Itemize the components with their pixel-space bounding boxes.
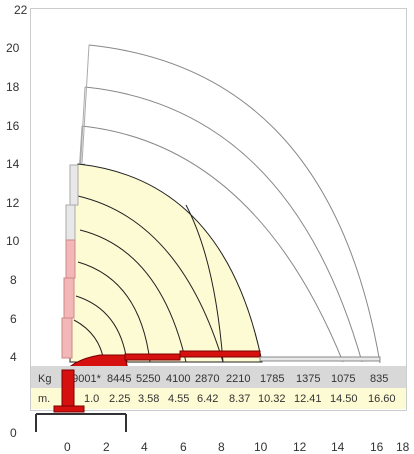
y-tick-label: 12 [6,196,20,210]
x-tick-label: 10 [254,440,268,454]
x-axis: 0 2 4 6 8 10 12 14 16 18 [64,440,410,454]
y-axis: 22 20 18 16 14 12 10 8 6 4 0 [6,3,28,440]
load-curve-vertical [185,204,224,363]
load-curve [77,261,151,363]
kg-value: 8445 [107,373,131,385]
m-row-background [31,388,406,409]
boom-extension-grey [259,356,381,362]
y-tick-label: 18 [6,80,20,94]
outer-arc-18m [84,86,363,363]
crane-base-plate [53,405,85,413]
outer-arc-20m [88,44,381,364]
m-value: 14.50 [330,393,358,405]
x-tick-label: 4 [141,440,148,454]
y-tick-label: 22 [14,3,28,17]
crane-base [35,369,127,432]
x-tick-label: 18 [396,440,410,454]
m-value: 1.0 [84,393,99,405]
kg-value: 2870 [195,373,219,385]
load-curves [73,195,224,363]
outer-arc-16m [81,125,344,363]
kg-value: 4100 [166,373,190,385]
load-curve [75,295,128,363]
kg-value: 19001* [66,373,102,385]
m-value: 4.55 [168,393,189,405]
x-tick-label: 8 [218,440,225,454]
kg-row-label: Kg [38,373,51,385]
x-tick-label: 6 [180,440,187,454]
kg-value: 2210 [226,373,250,385]
kg-value: 835 [370,373,388,385]
m-value: 12.41 [294,393,322,405]
y-tick-label: 16 [6,119,20,133]
boom-section-grey [65,204,76,241]
kg-row-background [31,366,406,388]
y-tick-label: 8 [10,273,17,287]
kg-value: 1075 [331,373,355,385]
crane-column [61,369,75,409]
x-tick-label: 16 [370,440,384,454]
load-curve [77,195,224,363]
kg-row: Kg 19001* 8445 5250 4100 2870 2210 1785 … [38,373,388,385]
x-tick-label: 2 [103,440,110,454]
y-tick-label: 20 [6,41,20,55]
m-value: 10.32 [258,393,286,405]
m-value: 6.42 [197,393,218,405]
kg-value: 5250 [136,373,160,385]
boom-section-grey [69,164,79,206]
working-envelope-area [69,163,263,363]
m-row: m. 1.0 2.25 3.58 4.55 6.42 8.37 10.32 12… [38,393,396,405]
m-value: 8.37 [229,393,250,405]
m-value: 16.60 [368,393,396,405]
x-tick-label: 0 [64,440,71,454]
kg-value: 1375 [296,373,320,385]
m-value: 2.25 [109,393,130,405]
load-curve [79,229,187,363]
y-tick-label: 10 [6,234,20,248]
boom-extension-red [179,350,261,358]
kg-value: 1785 [260,373,284,385]
m-value: 3.58 [138,393,159,405]
x-tick-label: 14 [331,440,345,454]
y-tick-label: 0 [10,426,17,440]
y-tick-label: 6 [10,312,17,326]
outer-reach-envelope [67,44,381,364]
y-tick-label: 14 [6,157,20,171]
y-tick-label: 4 [10,350,17,364]
x-tick-label: 12 [293,440,307,454]
boom-section-pink [61,317,73,359]
boom-section-pink [63,277,75,319]
boom-extension-red [124,353,181,361]
diagram-frame [30,8,407,411]
m-row-label: m. [38,393,50,405]
vertical-boom-sections [61,164,79,359]
boom-section-pink [65,239,76,279]
